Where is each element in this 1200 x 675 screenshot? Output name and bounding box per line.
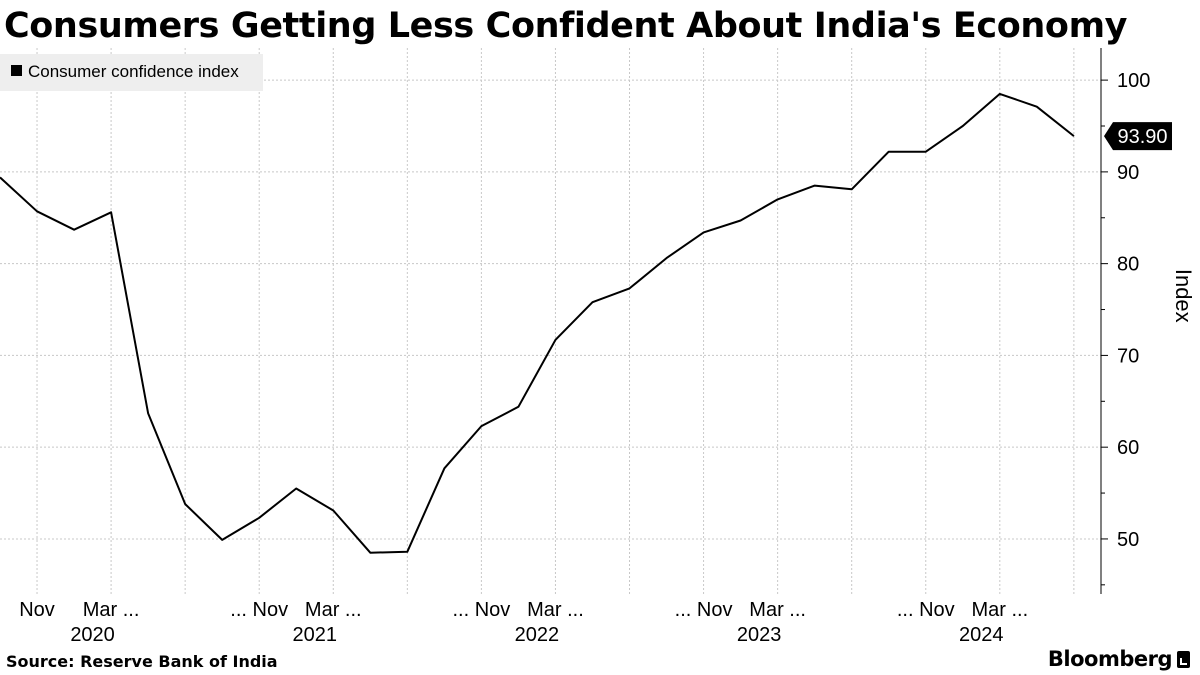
last-value-callout: 93.90 [1104,122,1172,151]
chart-title: Consumers Getting Less Confident About I… [4,6,1128,46]
y-tick-label-100: 100 [1117,70,1150,92]
brand-name: Bloomberg [1047,647,1173,671]
x-year-label: 2023 [737,624,782,646]
x-tick-label: ... Nov [230,599,288,621]
x-tick-label: Mar ... [83,599,140,621]
legend: Consumer confidence index [0,54,263,91]
x-tick-label: Nov [19,599,55,621]
series [0,92,1075,554]
x-tick-label: ... Nov [897,599,955,621]
x-tick-label: Mar ... [971,599,1028,621]
brand-logo: Bloomberg [1048,647,1190,671]
legend-label: Consumer confidence index [28,62,239,81]
grid [0,48,1108,594]
y-axis-title: Index [1171,269,1196,323]
callout-value: 93.90 [1117,126,1167,148]
terminal-icon [1177,650,1190,668]
x-tick-label: ... Nov [452,599,510,621]
y-tick-label-90: 90 [1117,162,1139,184]
x-tick-label: ... Nov [675,599,733,621]
x-year-label: 2024 [959,624,1004,646]
y-tick-label-80: 80 [1117,254,1139,276]
legend-background [0,54,263,91]
y-tick-label-60: 60 [1117,437,1139,459]
x-year-label: 2022 [515,624,560,646]
series-line-consumer-confidence [0,92,1075,554]
x-year-label: 2021 [293,624,338,646]
tick-labels: 50 60 70 80 90 100 Nov Mar ... ... Nov Mar ......… [19,70,1150,646]
y-tick-label-50: 50 [1117,529,1139,551]
legend-swatch [11,65,22,76]
y-tick-label-70: 70 [1117,345,1139,367]
x-tick-label: Mar ... [527,599,584,621]
x-tick-label: Mar ... [749,599,806,621]
callout-background [1104,122,1172,151]
source-note: Source: Reserve Bank of India [6,652,278,671]
x-year-label: 2020 [70,624,115,646]
x-tick-label: Mar ... [305,599,362,621]
